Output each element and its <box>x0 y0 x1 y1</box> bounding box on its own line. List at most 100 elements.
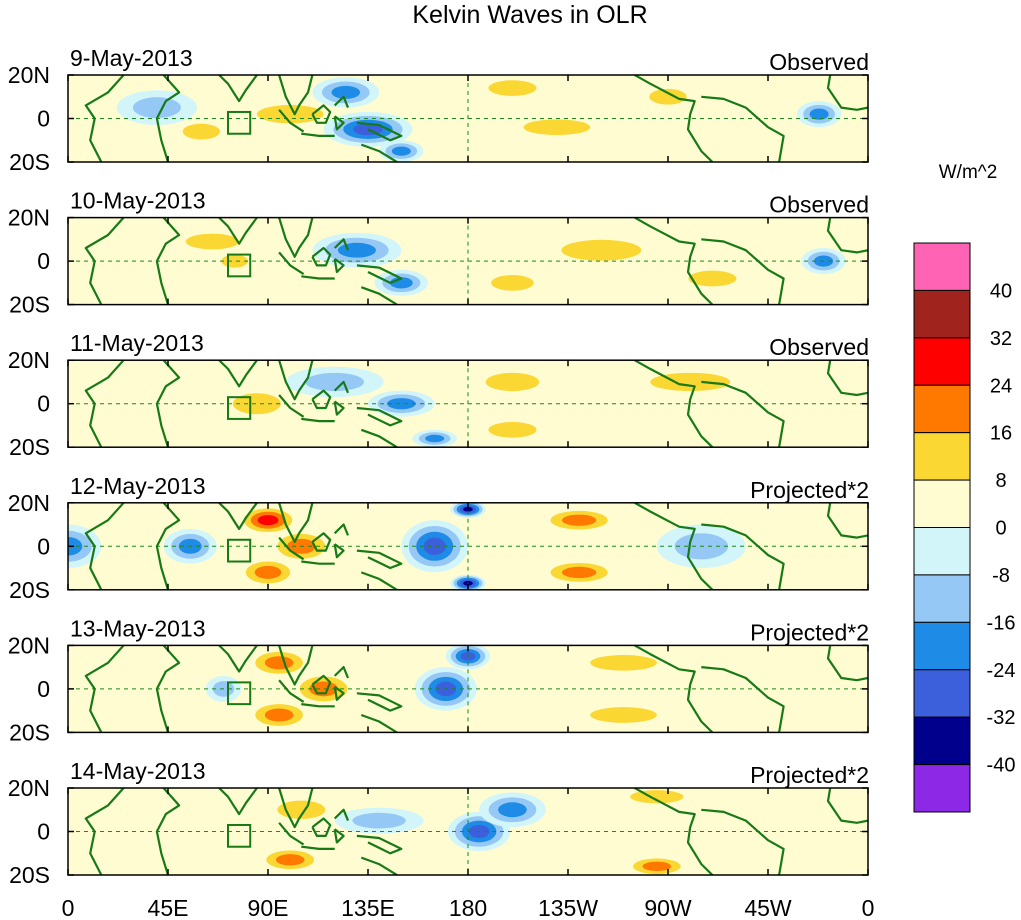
coastline <box>701 808 785 875</box>
colorbar-swatch <box>913 384 971 434</box>
coastline <box>84 502 125 590</box>
coastline <box>84 75 125 162</box>
coastline <box>278 394 305 418</box>
x-tick-label: 90E <box>248 895 289 920</box>
olr-anomaly-contour <box>485 372 540 392</box>
coastline <box>84 360 125 448</box>
colorbar-tick-label: 40 <box>990 280 1012 302</box>
coastline <box>826 217 868 254</box>
coastline <box>155 502 181 590</box>
colorbar-tick-label: 0 <box>995 518 1006 540</box>
x-tick-label: 180 <box>449 895 487 920</box>
coastline <box>333 238 350 251</box>
coastline <box>634 788 714 875</box>
x-tick-label: 45E <box>148 895 189 920</box>
map-panel: 20N 0 20S 10-May-2013 Observed <box>8 188 869 318</box>
colorbar-swatch <box>913 479 971 529</box>
coastline <box>84 645 125 733</box>
olr-anomaly-contour <box>488 80 537 96</box>
olr-anomaly-contour <box>590 654 657 671</box>
coastline <box>311 389 332 410</box>
coastline <box>311 246 332 267</box>
y-tick-label: 20S <box>9 577 50 603</box>
olr-anomaly-contour <box>498 802 527 818</box>
olr-anomaly-contour <box>256 105 324 124</box>
olr-anomaly-contour <box>649 88 687 105</box>
olr-anomaly-contour <box>463 506 473 512</box>
olr-anomaly-contour <box>264 708 294 722</box>
coastline <box>360 428 398 448</box>
olr-anomaly-contour <box>68 536 83 556</box>
coastline <box>218 502 258 530</box>
coastline <box>360 713 398 733</box>
coastline <box>826 788 868 824</box>
region-box <box>227 396 252 420</box>
colorbar-swatch <box>913 669 971 718</box>
olr-anomaly-contour <box>232 393 281 415</box>
x-tick-label: 45W <box>744 895 792 920</box>
coastline <box>333 400 345 416</box>
y-tick-label: 0 <box>37 676 50 702</box>
map-panel: 20N 0 20S 13-May-2013 Projected*2 <box>8 615 869 745</box>
x-tick-label: 90W <box>644 895 692 920</box>
coastline <box>278 109 305 133</box>
y-tick-label: 20N <box>8 490 50 516</box>
coastline <box>356 264 403 284</box>
colorbar-tick-label: -8 <box>992 565 1010 587</box>
olr-anomaly-contour <box>561 239 642 261</box>
coastline <box>333 258 345 274</box>
coastline <box>311 674 332 695</box>
y-tick-label: 0 <box>37 391 50 417</box>
coastline <box>278 360 314 401</box>
olr-anomaly-contour <box>488 421 537 438</box>
colorbar-swatch <box>913 242 971 291</box>
colorbar-swatch <box>913 574 971 623</box>
x-tick-label: 135E <box>341 895 395 920</box>
colorbar-tick-label: -24 <box>987 660 1016 682</box>
coastline <box>301 560 335 565</box>
map-panel: 20N 0 20S 12-May-2013 Projected*2 <box>8 473 869 603</box>
coastline <box>634 75 714 162</box>
panel-date: 13-May-2013 <box>70 615 206 641</box>
coastline <box>333 523 350 536</box>
colorbar-swatch <box>913 621 971 671</box>
coastline <box>356 692 403 712</box>
panel-date: 11-May-2013 <box>70 330 204 356</box>
x-axis: 0 45E 90E 135E 180 135W 90W 45W 0 <box>62 895 875 920</box>
region-box <box>227 681 252 706</box>
olr-anomaly-contour <box>331 85 361 99</box>
coastline <box>278 536 305 561</box>
olr-anomaly-contour <box>642 861 672 871</box>
colorbar-tick-label: 24 <box>990 375 1012 397</box>
panel-label: Observed <box>769 192 869 218</box>
colorbar-swatch <box>913 716 971 766</box>
colorbar-tick-label: -40 <box>987 755 1016 777</box>
olr-anomaly-contour <box>264 656 294 670</box>
panel-label: Projected*2 <box>750 762 869 788</box>
y-tick-label: 20S <box>9 149 50 175</box>
x-tick-label: 0 <box>862 895 875 920</box>
x-tick-label: 0 <box>62 895 75 920</box>
coastline <box>218 217 258 245</box>
olr-anomaly-contour <box>561 514 597 526</box>
coastline <box>356 406 403 427</box>
coastline <box>155 360 181 448</box>
coastline <box>301 845 335 850</box>
map-panel: 20N 0 20S 11-May-2013 Observed <box>8 330 869 460</box>
coastline <box>826 360 868 397</box>
chart-title: Kelvin Waves in OLR <box>412 1 647 29</box>
coastline <box>278 217 314 258</box>
coastline <box>360 286 398 305</box>
coastline <box>826 75 868 111</box>
coastline <box>360 143 398 162</box>
olr-anomaly-contour <box>182 123 220 140</box>
region-box <box>227 823 252 848</box>
coastline <box>360 856 398 875</box>
olr-anomaly-contour <box>523 119 591 136</box>
coastline <box>84 217 125 305</box>
coastline <box>701 666 785 733</box>
coastline <box>218 360 258 388</box>
olr-anomaly-contour <box>423 537 446 555</box>
olr-anomaly-contour <box>688 270 737 287</box>
coastline <box>278 679 305 703</box>
